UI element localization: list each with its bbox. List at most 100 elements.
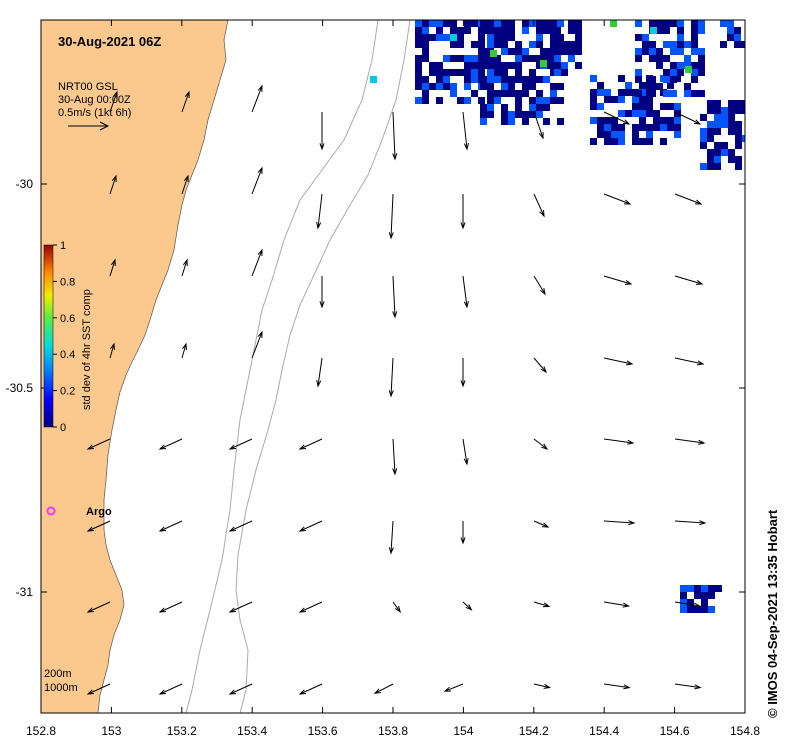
- sst-cell: [540, 20, 547, 27]
- sst-cell: [550, 97, 557, 104]
- sst-cell: [547, 20, 554, 27]
- sst-cell: [632, 124, 639, 131]
- sst-cell: [501, 83, 508, 90]
- sst-cell: [568, 48, 575, 55]
- sst-cell: [660, 138, 667, 145]
- sst-cell: [646, 103, 653, 110]
- sst-cell: [670, 41, 677, 48]
- sst-cell: [568, 41, 575, 48]
- current-arrow: [228, 683, 253, 695]
- sst-cell: [597, 131, 604, 138]
- sst-cell: [490, 50, 497, 57]
- sst-cell: [464, 55, 471, 62]
- sst-cell: [590, 75, 597, 82]
- sst-cell: [501, 90, 508, 97]
- sst-cell: [642, 48, 649, 55]
- sst-cell: [721, 142, 728, 149]
- sst-cell: [734, 27, 741, 34]
- current-arrow: [603, 111, 631, 125]
- sst-cell: [550, 27, 557, 34]
- sst-cell: [721, 107, 728, 114]
- sst-cell: [422, 90, 429, 97]
- sst-cell: [714, 142, 721, 149]
- sst-cell: [450, 90, 457, 97]
- x-tick-label: 153.6: [308, 724, 338, 738]
- sst-cell: [471, 20, 478, 27]
- sst-cell: [653, 110, 660, 117]
- sst-cell: [471, 41, 478, 48]
- sst-cell: [714, 156, 721, 163]
- sst-cell: [590, 96, 597, 103]
- sst-cell: [422, 48, 429, 55]
- sst-cell: [691, 20, 698, 27]
- sst-cell: [480, 55, 487, 62]
- current-vectors: [86, 84, 707, 695]
- sst-cell: [698, 69, 705, 76]
- sst-cell: [554, 62, 561, 69]
- sst-cell: [691, 41, 698, 48]
- sst-cell: [522, 76, 529, 83]
- sst-cell: [649, 48, 656, 55]
- sst-cell: [698, 48, 705, 55]
- sst-cell: [501, 27, 508, 34]
- sst-cell: [415, 55, 422, 62]
- current-arrow: [533, 683, 552, 689]
- sst-cell: [457, 27, 464, 34]
- current-arrow: [388, 520, 394, 555]
- sst-cell: [700, 128, 707, 135]
- colorbar-ticks: 1 0.8 0.6 0.4 0.2 0: [53, 240, 75, 434]
- sst-cell: [429, 34, 436, 41]
- sst-cell: [550, 69, 557, 76]
- sst-cell: [611, 124, 618, 131]
- sst-cell: [698, 27, 705, 34]
- x-tick-label: 153.8: [378, 724, 408, 738]
- sst-cell: [471, 76, 478, 83]
- colorbar-tick-label: 0.6: [60, 313, 75, 325]
- current-arrow: [158, 520, 183, 532]
- sst-cell: [536, 62, 543, 69]
- sst-cell: [670, 90, 677, 97]
- sst-cell: [464, 76, 471, 83]
- sst-cell: [480, 20, 487, 27]
- sst-cell: [708, 592, 715, 599]
- current-arrow: [674, 111, 702, 125]
- sst-cell: [611, 131, 618, 138]
- sst-cell: [670, 48, 677, 55]
- sst-cell: [677, 62, 684, 69]
- sst-cell: [494, 90, 501, 97]
- sst-cell: [422, 76, 429, 83]
- sst-cell: [674, 117, 681, 124]
- sst-cell: [457, 55, 464, 62]
- sst-cell: [604, 117, 611, 124]
- sst-cell: [471, 55, 478, 62]
- sst-cell: [670, 20, 677, 27]
- sst-cell: [554, 41, 561, 48]
- sst-cell: [707, 107, 714, 114]
- current-arrow: [373, 683, 394, 694]
- current-arrow: [674, 438, 706, 445]
- sst-cell: [728, 100, 735, 107]
- sst-cell: [742, 135, 745, 142]
- x-tick-label: 152.8: [26, 724, 56, 738]
- sst-cell: [728, 128, 735, 135]
- sst-cell: [677, 48, 684, 55]
- sst-cell: [429, 20, 436, 27]
- current-arrow: [603, 601, 631, 608]
- sst-cell: [649, 76, 656, 83]
- current-arrow: [460, 358, 466, 388]
- map-title: 30-Aug-2021 06Z: [58, 34, 161, 49]
- sst-cell: [487, 20, 494, 27]
- sst-cell: [550, 41, 557, 48]
- current-arrow: [674, 357, 705, 366]
- sst-cell: [547, 48, 554, 55]
- sst-cell: [684, 90, 691, 97]
- sst-cell: [625, 89, 632, 96]
- y-tick-label: -31: [16, 585, 34, 599]
- sst-cell: [508, 111, 515, 118]
- sst-cell: [714, 100, 721, 107]
- sst-cell: [554, 48, 561, 55]
- sst-cell: [436, 34, 443, 41]
- sst-cell: [480, 83, 487, 90]
- sst-cell: [735, 107, 742, 114]
- sst-cell: [515, 111, 522, 118]
